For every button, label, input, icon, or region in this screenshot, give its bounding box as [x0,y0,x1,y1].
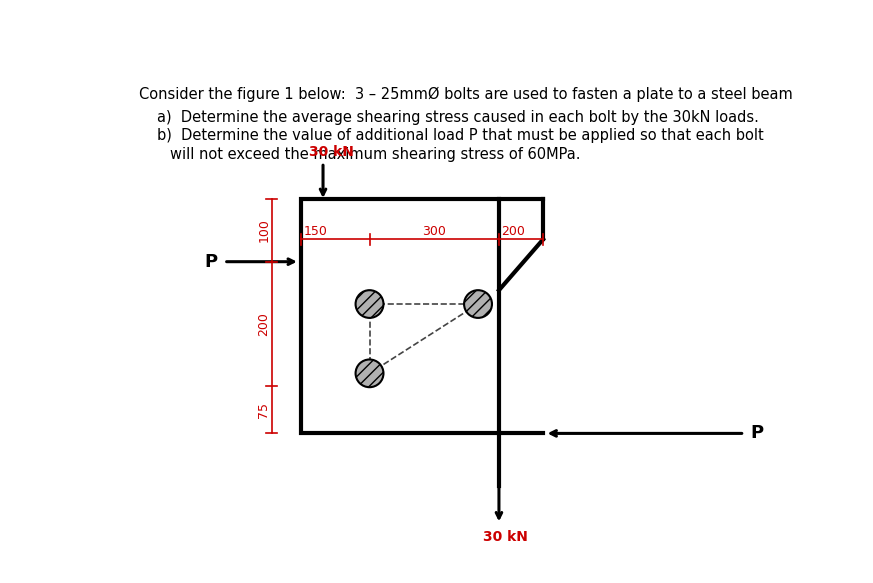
Text: 200: 200 [501,225,526,238]
Text: a)  Determine the average shearing stress caused in each bolt by the 30kN loads.: a) Determine the average shearing stress… [157,110,759,125]
Text: will not exceed the maximum shearing stress of 60MPa.: will not exceed the maximum shearing str… [169,147,580,162]
Circle shape [464,290,492,318]
Text: 200: 200 [258,312,271,336]
Text: Consider the figure 1 below:  3 – 25mmØ bolts are used to fasten a plate to a st: Consider the figure 1 below: 3 – 25mmØ b… [139,87,793,102]
Text: b)  Determine the value of additional load P that must be applied so that each b: b) Determine the value of additional loa… [157,128,764,143]
Text: 100: 100 [258,219,271,243]
Text: P: P [204,252,217,271]
Bar [301,199,499,433]
Text: 30 kN: 30 kN [484,531,528,545]
Text: 150: 150 [304,225,327,238]
Text: 75: 75 [258,402,271,418]
Circle shape [355,290,383,318]
Text: P: P [751,424,764,442]
Text: 30 kN: 30 kN [309,145,354,159]
Circle shape [355,360,383,387]
Text: 300: 300 [423,225,446,238]
